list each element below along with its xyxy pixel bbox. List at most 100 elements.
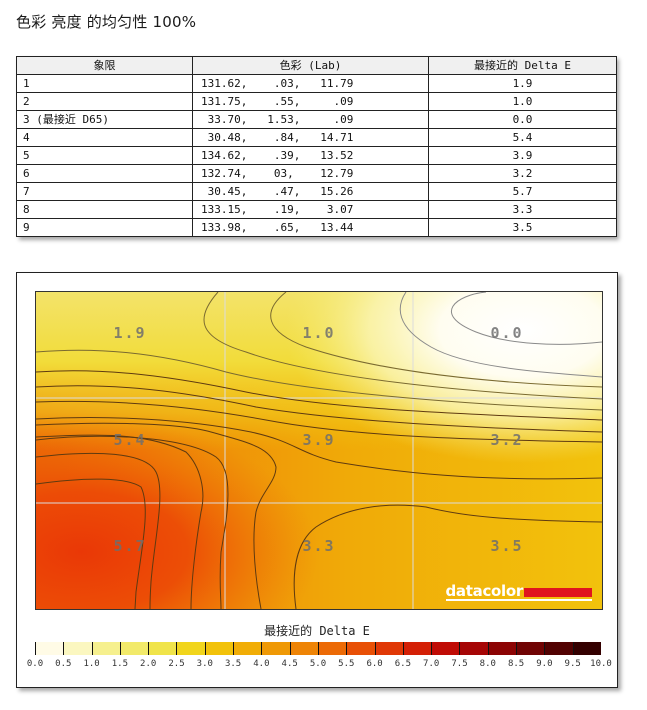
colorbar-tick-label: 1.5	[111, 659, 129, 669]
cell-delta-e: 3.5	[428, 218, 617, 237]
colorbar-tick-label: 3.0	[196, 659, 213, 669]
legend-title: 最接近的 Delta E	[264, 624, 370, 638]
cell-delta-e: 1.0	[428, 92, 617, 111]
colorbar-segment	[119, 642, 149, 655]
cell-lab: 134.62, .39, 13.52	[192, 146, 429, 165]
cell-label: 1.9	[113, 324, 147, 342]
header-lab: 色彩 (Lab)	[192, 56, 429, 75]
colorbar-tick-label: 10.0	[590, 659, 612, 669]
cell-quadrant: 4	[16, 128, 193, 147]
colorbar-segment	[402, 642, 432, 655]
delta-e-table-container: 象限 色彩 (Lab) 最接近的 Delta E 1 131.62, .03, 1…	[16, 56, 617, 237]
colorbar-segment	[431, 642, 460, 655]
cell-lab: 30.48, .84, 14.71	[192, 128, 429, 147]
uniformity-chart: 1.9 1.0 0.0 5.4 3.9 3.2 5.7 3.3 3.5 data…	[16, 272, 618, 688]
colorbar-segment	[176, 642, 205, 655]
table-header-row: 象限 色彩 (Lab) 最接近的 Delta E	[16, 56, 617, 75]
colorbar-tick-label: 2.5	[168, 659, 185, 669]
colorbar	[35, 642, 601, 655]
cell-label: 0.0	[490, 324, 524, 342]
colorbar-segment	[317, 642, 347, 655]
cell-quadrant: 6	[16, 164, 193, 183]
colorbar-tick-label: 3.5	[224, 659, 242, 669]
cell-delta-e: 1.9	[428, 74, 617, 93]
colorbar-tick-label: 5.5	[338, 659, 355, 669]
header-delta-e: 最接近的 Delta E	[428, 56, 617, 75]
colorbar-segment	[487, 642, 517, 655]
colorbar-tick-label: 2.0	[140, 659, 157, 669]
cell-lab: 133.98, .65, 13.44	[192, 218, 429, 237]
cell-label: 5.7	[113, 537, 147, 555]
cell-quadrant: 9	[16, 218, 193, 237]
cell-quadrant: 7	[16, 182, 193, 201]
heatmap-graphic	[36, 292, 602, 609]
colorbar-segment	[204, 642, 234, 655]
delta-e-table: 象限 色彩 (Lab) 最接近的 Delta E 1 131.62, .03, 1…	[16, 56, 617, 237]
colorbar-tick-label: 8.5	[507, 659, 525, 669]
colorbar-segment	[148, 642, 177, 655]
cell-delta-e: 3.9	[428, 146, 617, 165]
colorbar-segment	[374, 642, 403, 655]
cell-lab: 133.15, .19, 3.07	[192, 200, 429, 219]
cell-delta-e: 5.7	[428, 182, 617, 201]
cell-quadrant: 1	[16, 74, 193, 93]
colorbar-tick-label: 9.0	[536, 659, 553, 669]
cell-quadrant: 5	[16, 146, 193, 165]
brand-text: datacolor	[445, 582, 524, 600]
table-row: 9 133.98, .65, 13.44 3.5	[16, 218, 617, 237]
table-row: 8 133.15, .19, 3.07 3.3	[16, 200, 617, 219]
colorbar-tick-label: 0.0	[26, 659, 44, 669]
colorbar-tick-label: 7.5	[451, 659, 468, 669]
colorbar-tick-label: 7.0	[423, 659, 440, 669]
cell-quadrant: 3 (最接近 D65)	[16, 110, 193, 129]
cell-quadrant: 8	[16, 200, 193, 219]
colorbar-segment	[233, 642, 262, 655]
table-row: 7 30.45, .47, 15.26 5.7	[16, 182, 617, 201]
colorbar-tick-label: 4.0	[253, 659, 270, 669]
colorbar-tick-label: 1.0	[83, 659, 100, 669]
colorbar-segment	[289, 642, 318, 655]
heatmap-plot: 1.9 1.0 0.0 5.4 3.9 3.2 5.7 3.3 3.5 data…	[35, 291, 603, 610]
cell-delta-e: 0.0	[428, 110, 617, 129]
colorbar-segment	[516, 642, 545, 655]
cell-label: 3.9	[302, 431, 336, 449]
colorbar-segment	[544, 642, 573, 655]
colorbar-segment	[572, 642, 601, 655]
colorbar-tick-label: 4.5	[281, 659, 298, 669]
table-row: 5 134.62, .39, 13.52 3.9	[16, 146, 617, 165]
cell-label: 1.0	[302, 324, 336, 342]
cell-delta-e: 5.4	[428, 128, 617, 147]
cell-lab: 30.45, .47, 15.26	[192, 182, 429, 201]
brand-red-bar	[524, 588, 592, 597]
datacolor-logo: datacolor	[445, 582, 592, 601]
page-title: 色彩 亮度 的均匀性 100%	[16, 13, 197, 31]
colorbar-segment	[261, 642, 290, 655]
cell-quadrant: 2	[16, 92, 193, 111]
colorbar-segment	[346, 642, 375, 655]
header-quadrant: 象限	[16, 56, 193, 75]
colorbar-segment	[35, 642, 64, 655]
cell-lab: 131.62, .03, 11.79	[192, 74, 429, 93]
cell-label: 3.2	[490, 431, 524, 449]
colorbar-tick-label: 8.0	[479, 659, 496, 669]
cell-delta-e: 3.3	[428, 200, 617, 219]
table-row: 3 (最接近 D65) 33.70, 1.53, .09 0.0	[16, 110, 617, 129]
cell-label: 3.5	[490, 537, 524, 555]
colorbar-ticks: 0.0 0.5 1.0 1.5 2.0 2.5 3.0 3.5 4.0 4.5 5.0 5.5 6.0 6…	[27, 659, 612, 671]
colorbar-segment	[459, 642, 488, 655]
cell-lab: 33.70, 1.53, .09	[192, 110, 429, 129]
colorbar-tick-label: 0.5	[55, 659, 72, 669]
colorbar-tick-label: 5.0	[309, 659, 327, 669]
colorbar-segment	[91, 642, 120, 655]
table-row: 1 131.62, .03, 11.79 1.9	[16, 74, 617, 93]
colorbar-tick-label: 6.0	[366, 659, 383, 669]
cell-lab: 132.74, 03, 12.79	[192, 164, 429, 183]
cell-label: 3.3	[302, 537, 336, 555]
colorbar-tick-label: 6.5	[394, 659, 412, 669]
cell-delta-e: 3.2	[428, 164, 617, 183]
table-row: 2 131.75, .55, .09 1.0	[16, 92, 617, 111]
colorbar-segment	[63, 642, 92, 655]
cell-label: 5.4	[113, 431, 147, 449]
table-row: 6 132.74, 03, 12.79 3.2	[16, 164, 617, 183]
table-row: 4 30.48, .84, 14.71 5.4	[16, 128, 617, 147]
